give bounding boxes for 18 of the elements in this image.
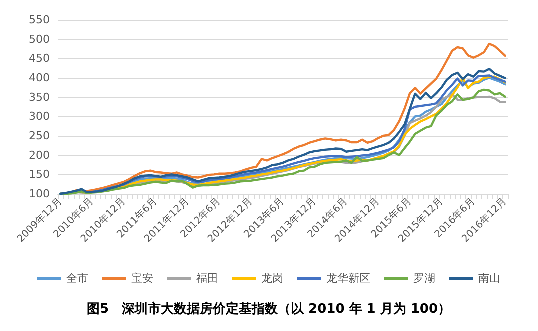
legend-label: 全市 — [66, 272, 88, 285]
legend-label: 罗湖 — [414, 272, 436, 285]
y-tick-label: 150 — [29, 168, 50, 182]
y-tick-label: 400 — [29, 72, 50, 84]
legend-label: 福田 — [196, 272, 218, 285]
y-tick-label: 300 — [29, 110, 50, 124]
legend-label: 宝安 — [132, 272, 154, 285]
y-tick-label: 550 — [29, 14, 50, 26]
y-tick-label: 500 — [29, 32, 50, 46]
text: 图5 深圳市大数据房价定基指数（以 2010 年 1 月为 100） — [86, 301, 452, 317]
y-tick-label: 450 — [29, 52, 50, 66]
y-tick-label: 350 — [29, 90, 50, 104]
legend-label: 龙岗 — [262, 272, 284, 285]
y-tick-label: 250 — [29, 130, 50, 142]
legend-label: 南山 — [478, 272, 500, 285]
legend-label: 龙华新区 — [326, 272, 370, 285]
y-tick-label: 100 — [29, 188, 50, 200]
y-tick-label: 200 — [29, 148, 50, 162]
